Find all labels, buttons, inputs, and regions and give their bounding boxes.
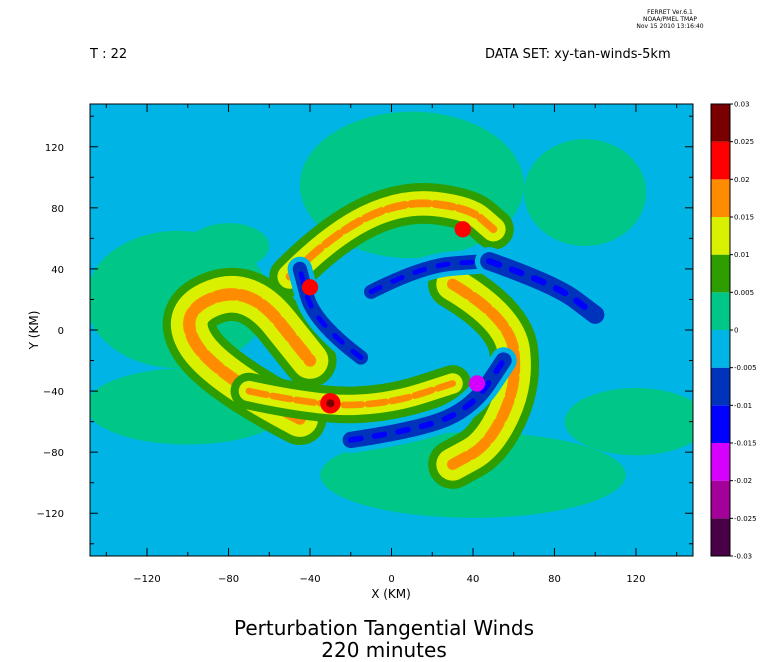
heatmap-zero-region-6 (187, 223, 270, 269)
y-axis-label: Y (KM) (27, 311, 41, 351)
colorbar-swatch (711, 179, 730, 217)
x-tick-label: −120 (133, 574, 160, 585)
arm-right-core (447, 278, 521, 470)
colorbar-swatch (711, 217, 730, 255)
y-tick-label: −80 (43, 448, 64, 459)
colorbar-tick-label: -0.025 (734, 515, 757, 523)
colorbar-tick-label: -0.02 (734, 477, 752, 485)
heatmap-zero-region-5 (564, 388, 693, 456)
neg-arm-inner-lower-core (347, 357, 507, 443)
y-tick-label: −120 (37, 509, 64, 520)
x-tick-label: −40 (299, 574, 320, 585)
dataset-label: DATA SET: xy-tan-winds-5km (485, 47, 671, 62)
arm-upper-core (285, 199, 498, 281)
y-tick-label: 80 (51, 204, 64, 215)
colorbar-tick-label: -0.01 (734, 402, 752, 410)
colorbar-tick-label: -0.005 (734, 364, 757, 372)
colorbar-tick-label: 0.005 (734, 289, 754, 297)
x-tick-label: 80 (548, 574, 561, 585)
x-tick-label: 40 (467, 574, 480, 585)
arm-lower-left-core (245, 380, 456, 409)
x-tick-label: 0 (388, 574, 394, 585)
chart-subtitle: 220 minutes (321, 638, 447, 662)
x-axis-label: X (KM) (371, 587, 411, 601)
chart-title: Perturbation Tangential Winds (234, 616, 534, 640)
y-tick-label: 0 (58, 326, 64, 337)
ferret-version-label: FERRET Ver.6.1 (647, 9, 693, 16)
y-tick-label: −40 (43, 387, 64, 398)
neg-arm-inner-upper-core (368, 258, 486, 295)
colorbar-swatch (711, 254, 730, 293)
colorbar-tick-label: 0.025 (734, 138, 754, 146)
x-tick-label: 120 (626, 574, 645, 585)
heatmap-zero-region-1 (523, 139, 647, 247)
extremum-2 (326, 399, 335, 408)
colorbar-tick-label: 0.015 (734, 214, 754, 222)
extremum-0 (301, 279, 319, 296)
y-tick-label: 120 (45, 143, 64, 154)
colorbar-swatch (711, 330, 730, 368)
time-step-label: T : 22 (90, 47, 128, 62)
colorbar-swatch (711, 141, 730, 180)
colorbar-tick-label: 0 (734, 327, 738, 335)
neg-arm-inner-left-core (297, 266, 364, 360)
x-tick-label: −80 (218, 574, 239, 585)
colorbar-swatch (711, 104, 730, 142)
colorbar-swatch (711, 443, 730, 481)
extremum-3 (454, 221, 471, 238)
colorbar-swatch (711, 405, 730, 443)
colorbar-tick-label: 0.03 (734, 101, 750, 109)
ferret-timestamp-label: Nov 15 2010 13:16:40 (636, 23, 704, 30)
colorbar-tick-label: -0.015 (734, 440, 757, 448)
colorbar-swatch (711, 367, 730, 406)
colorbar-swatch (711, 292, 730, 330)
y-tick-label: 40 (51, 265, 64, 276)
colorbar: -0.03 -0.025 -0.02 -0.015 -0.01 -0.005 0 0.005 0… (710, 101, 757, 561)
colorbar-swatch (711, 480, 730, 519)
neg-arm-outer-right-core (486, 258, 599, 318)
ferret-organization-label: NOAA/PMEL TMAP (643, 16, 697, 23)
extremum-4 (468, 375, 486, 392)
heatmap-field (90, 104, 693, 556)
colorbar-tick-label: -0.03 (734, 553, 752, 561)
colorbar-tick-label: 0.02 (734, 176, 750, 184)
axis-ticks: −120 −80 −40 0 40 80 120 −120 −80 −40 0 40 80 120 (37, 104, 693, 585)
colorbar-tick-label: 0.01 (734, 251, 750, 259)
colorbar-swatch (711, 518, 730, 556)
